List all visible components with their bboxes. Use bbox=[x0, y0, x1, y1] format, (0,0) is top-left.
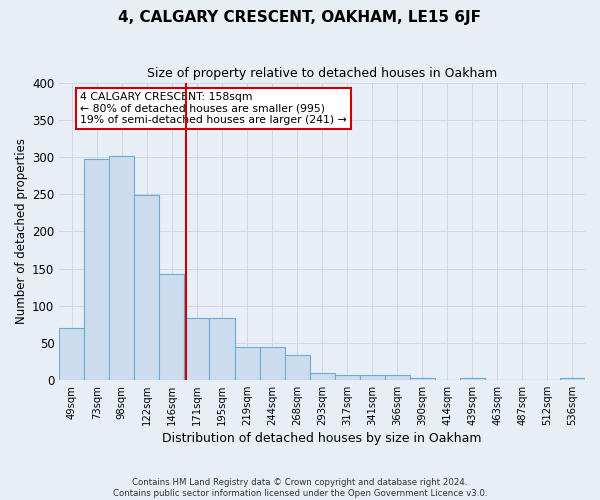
Bar bbox=[359, 376, 385, 380]
Bar bbox=[460, 378, 485, 380]
Text: 4 CALGARY CRESCENT: 158sqm
← 80% of detached houses are smaller (995)
19% of sem: 4 CALGARY CRESCENT: 158sqm ← 80% of deta… bbox=[80, 92, 347, 125]
Bar bbox=[109, 156, 134, 380]
Bar bbox=[209, 318, 235, 380]
Bar bbox=[235, 347, 260, 380]
Text: Contains HM Land Registry data © Crown copyright and database right 2024.
Contai: Contains HM Land Registry data © Crown c… bbox=[113, 478, 487, 498]
Bar bbox=[260, 347, 284, 380]
Bar bbox=[59, 328, 85, 380]
Text: 4, CALGARY CRESCENT, OAKHAM, LE15 6JF: 4, CALGARY CRESCENT, OAKHAM, LE15 6JF bbox=[119, 10, 482, 25]
Y-axis label: Number of detached properties: Number of detached properties bbox=[15, 138, 28, 324]
Bar bbox=[134, 195, 160, 380]
Bar bbox=[310, 373, 335, 380]
Bar bbox=[160, 274, 184, 380]
Bar bbox=[85, 160, 109, 380]
Bar bbox=[184, 318, 209, 380]
Bar bbox=[335, 376, 359, 380]
X-axis label: Distribution of detached houses by size in Oakham: Distribution of detached houses by size … bbox=[163, 432, 482, 445]
Title: Size of property relative to detached houses in Oakham: Size of property relative to detached ho… bbox=[147, 68, 497, 80]
Bar bbox=[560, 378, 585, 380]
Bar bbox=[410, 378, 435, 380]
Bar bbox=[385, 376, 410, 380]
Bar bbox=[284, 356, 310, 380]
